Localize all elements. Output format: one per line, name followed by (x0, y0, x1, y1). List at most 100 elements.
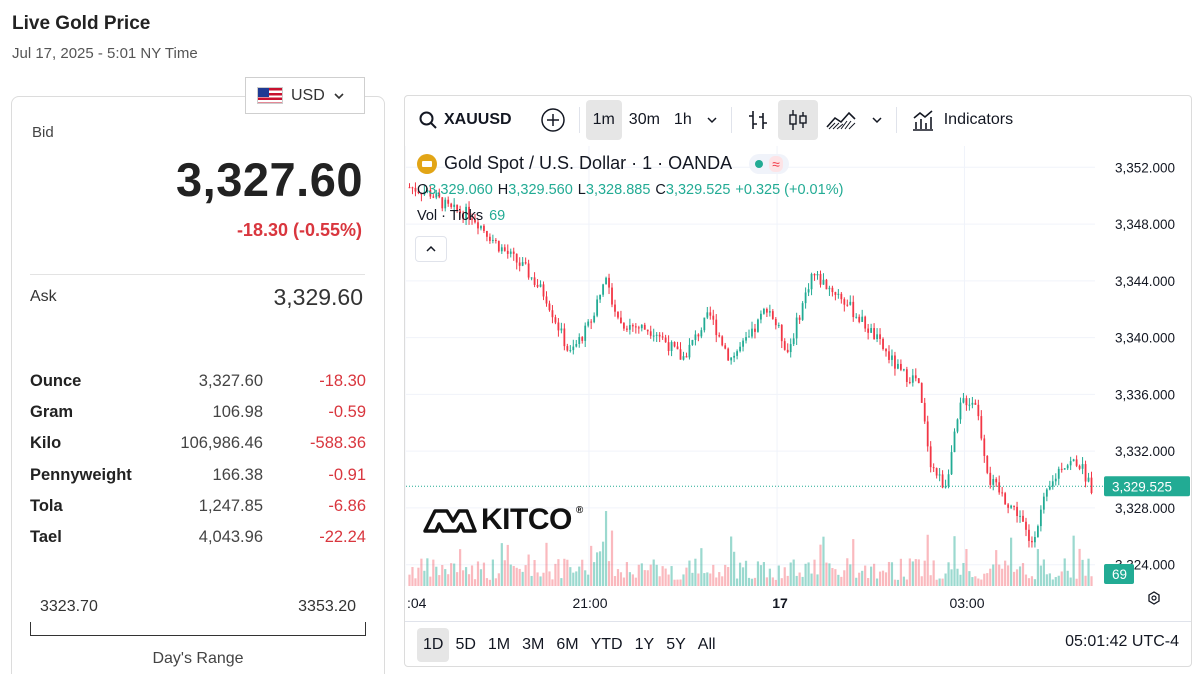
interval-1h[interactable]: 1h (673, 111, 692, 128)
candle-body (658, 334, 661, 337)
kitco-logo-icon (423, 509, 477, 533)
volume-bar (569, 567, 572, 586)
candle-body (673, 342, 676, 347)
volume-bar (1069, 577, 1072, 586)
candle-body (569, 350, 572, 352)
volume-bar (861, 570, 864, 586)
bid-price: 3,327.60 (176, 153, 363, 206)
volume-bar (929, 575, 932, 586)
range-ytd[interactable]: YTD (590, 636, 623, 653)
candle-body (709, 312, 712, 316)
candle-body (587, 321, 590, 326)
candle-body (593, 315, 596, 323)
volume-bar (479, 569, 483, 586)
range-1m[interactable]: 1M (487, 636, 511, 653)
compare-button[interactable] (533, 100, 573, 140)
range-5y[interactable]: 5Y (666, 636, 686, 653)
volume-bar (890, 562, 894, 586)
volume-bar (661, 566, 664, 586)
volume-bar (730, 536, 733, 586)
interval-1m[interactable]: 1m (585, 100, 622, 140)
candle-body (905, 369, 908, 382)
candle-body (486, 230, 488, 237)
chart-type-dropdown[interactable] (864, 100, 890, 140)
range-1d[interactable]: 1D (417, 628, 450, 662)
unit-row: Gram 106.98 -0.59 (30, 397, 366, 428)
candle-body (956, 419, 959, 432)
candle-body (649, 331, 652, 336)
candle-body (885, 349, 887, 352)
price-chart[interactable]: 3,352.000 3,348.000 3,344.000 3,340.000 3,33… (405, 96, 1192, 667)
range-1y[interactable]: 1Y (634, 636, 655, 653)
chart-clock[interactable]: 05:01:42 UTC-4 (1065, 633, 1179, 650)
chart-widget: 3,352.000 3,348.000 3,344.000 3,340.000 3,33… (404, 95, 1192, 667)
candle-body (980, 416, 983, 439)
candle-body (730, 357, 733, 361)
volume-bar (438, 575, 441, 586)
candle-body (483, 225, 485, 231)
last-volume-label: 69 (1112, 567, 1127, 582)
range-5d[interactable]: 5D (455, 636, 476, 653)
volume-bar (846, 558, 849, 586)
volume-bar (596, 552, 599, 586)
volume-bar (459, 549, 462, 586)
candle-body (831, 287, 834, 293)
volume-bar (631, 574, 634, 586)
candle-body (563, 328, 566, 347)
range-all[interactable]: All (697, 636, 716, 653)
area-chart-icon (826, 111, 856, 130)
candle-body (926, 421, 929, 447)
indicators-button[interactable]: Indicators (903, 100, 1020, 140)
candle-body (1022, 515, 1024, 522)
y-axis-tick-label: 3,352.000 (1115, 160, 1175, 175)
candle-body (450, 203, 453, 207)
volume-bar (759, 565, 763, 586)
candle-body (852, 301, 855, 318)
volume-bar (1057, 575, 1060, 586)
candle-body (1081, 464, 1084, 469)
range-3m[interactable]: 3M (522, 636, 545, 653)
candle-body (786, 349, 789, 353)
unit-row: Kilo 106,986.46 -588.36 (30, 428, 366, 459)
candle-body (605, 277, 607, 285)
candle-body (444, 199, 447, 209)
candle-body (858, 316, 861, 322)
volume-bar (917, 559, 920, 586)
volume-bar (521, 571, 524, 586)
ask-price: 3,329.60 (273, 284, 363, 310)
symbol-search[interactable]: XAUUSD (411, 100, 519, 140)
interval-dropdown[interactable] (699, 100, 725, 140)
candle-body (834, 292, 837, 295)
volume-bar (980, 579, 983, 586)
candle-body (611, 287, 613, 305)
candle-body (1028, 529, 1030, 541)
market-status-pill[interactable]: ≈ (749, 153, 789, 174)
candle-body (545, 296, 548, 304)
volume-bar (1048, 573, 1051, 586)
kitco-wordmark: KITCO (481, 503, 572, 536)
volume-bar (1087, 558, 1090, 586)
chart-toolbar: XAUUSD 1m 30m 1h Indicators (405, 96, 1191, 144)
collapse-legend-button[interactable] (415, 236, 447, 262)
bar-style-button[interactable] (738, 100, 778, 140)
range-6m[interactable]: 6M (556, 636, 579, 653)
interval-30m[interactable]: 30m (628, 111, 660, 128)
candle-body (480, 225, 482, 229)
volume-bar (887, 561, 891, 586)
candle-body (500, 247, 503, 252)
volume-legend: Vol · Ticks 69 (417, 208, 505, 224)
candles-style-button[interactable] (777, 100, 818, 140)
candle-body (783, 341, 786, 350)
volume-bar (539, 576, 542, 586)
volume-bar (855, 577, 858, 586)
volume-bar (658, 576, 661, 586)
price-panel (11, 96, 385, 674)
volume-bar (694, 558, 697, 586)
unit-change: -6.86 (328, 496, 366, 515)
candle-body (637, 327, 640, 329)
area-style-button[interactable] (818, 100, 864, 140)
candle-body (873, 328, 875, 340)
candle-body (715, 319, 718, 336)
candle-body (932, 467, 935, 469)
currency-select[interactable]: USD (245, 77, 365, 114)
